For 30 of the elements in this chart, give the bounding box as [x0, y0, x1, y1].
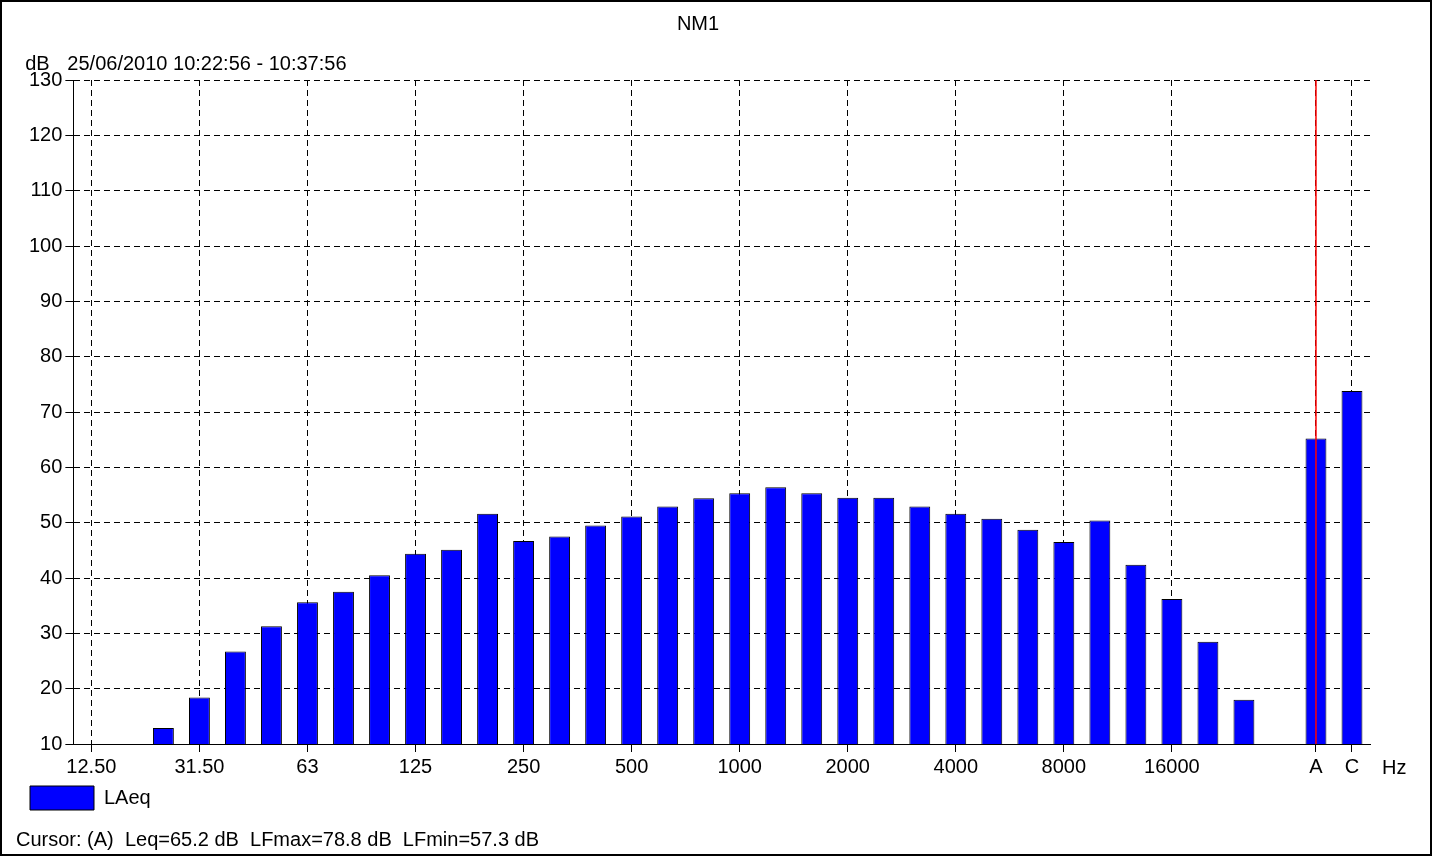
- x-tick-label: 125: [398, 754, 433, 777]
- x-tick-label: 31.50: [174, 754, 225, 777]
- y-tick-label: 30: [40, 620, 63, 643]
- y-tick-label: 20: [40, 676, 63, 699]
- x-tick-label: 500: [614, 754, 649, 777]
- x-tick-label: 4000: [933, 754, 979, 777]
- chart-subtitle: 25/06/2010 10:22:56 - 10:37:56: [67, 51, 347, 74]
- text: Cursor: (A) Leq=65.2 dB LFmax=78.8 dB LFmin=57.3 dB: [16, 827, 540, 850]
- chart-title: NM1: [676, 11, 720, 34]
- x-tick-label: 2000: [825, 754, 870, 777]
- y-tick-label: 100: [28, 233, 63, 256]
- y-tick-label: 40: [40, 565, 63, 588]
- y-tick-label: 90: [40, 288, 63, 311]
- legend-label: LAeq: [104, 785, 151, 808]
- y-tick-label: 50: [40, 510, 63, 533]
- x-tick-label: 1000: [717, 754, 762, 777]
- y-tick-label: 60: [40, 454, 63, 477]
- x-tick-label: 63: [296, 754, 319, 777]
- x-tick-label: 8000: [1041, 754, 1087, 777]
- x-tick-label: 12.50: [66, 754, 117, 777]
- x-axis-title: Hz: [1382, 755, 1407, 778]
- x-tick-label: C: [1344, 754, 1360, 777]
- y-tick-label: 110: [30, 178, 63, 201]
- x-tick-label: 16000: [1144, 754, 1200, 777]
- y-tick-label: 80: [40, 344, 63, 367]
- y-tick-label: 120: [28, 122, 63, 145]
- y-tick-label: 10: [40, 731, 63, 754]
- x-tick-label: A: [1309, 754, 1324, 777]
- y-tick-label: 70: [40, 399, 63, 422]
- x-tick-label: 250: [506, 754, 541, 777]
